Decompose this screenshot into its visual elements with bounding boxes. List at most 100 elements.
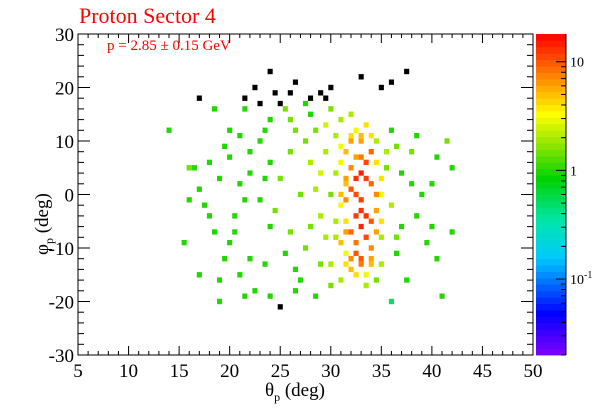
x-axis-label: θp (deg) [265,380,325,405]
colorbar-segment [536,239,566,247]
heatmap-cell [277,175,283,182]
heatmap-cell [368,218,374,224]
x-axis-subscript: p [274,389,281,404]
heatmap-cell [353,154,359,160]
heatmap-cell [217,298,223,305]
heatmap-cell [196,272,202,278]
y-tick-label: -10 [49,239,74,260]
colorbar-segment [536,220,566,227]
heatmap-cell [333,218,339,224]
colorbar-segment [536,111,566,118]
heatmap-cell [378,218,384,224]
heatmap-cell [303,245,309,251]
heatmap-cell [267,293,273,299]
heatmap-cell [247,149,253,155]
heatmap-cell [353,127,359,133]
colorbar-segment [536,342,566,349]
heatmap-cell [363,175,369,182]
colorbar-segment [536,233,566,240]
colorbar-segment [536,284,566,292]
heatmap-cell [323,122,329,128]
heatmap-cell [424,240,430,246]
heatmap-cell [242,293,248,299]
heatmap-cell [414,133,420,139]
colorbar-segment [536,194,566,202]
heatmap-cell [328,191,334,198]
heatmap-cell [358,170,364,176]
heatmap-cell [313,293,319,299]
heatmap-cell [262,127,268,133]
colorbar-segment [536,155,566,163]
colorbar-segment [536,335,566,343]
heatmap-cell [227,127,233,133]
heatmap-cell [353,240,359,246]
heatmap-cell [358,154,364,160]
heatmap-cell [348,138,354,144]
heatmap-cell [297,191,303,198]
heatmap-cell [287,229,293,235]
heatmap-cell [338,191,344,198]
heatmap-cell [363,159,369,165]
colorbar-segment [536,245,566,253]
heatmap-cell [313,186,319,192]
heatmap-cell [292,127,298,133]
heatmap-cell [409,181,415,187]
axis-ticks: 5 10 15 20 25 30 35 40 45 50 -30 -20 -10 0 10 20 30 [49,25,543,382]
y-axis-unit: (deg) [32,193,53,239]
heatmap-cell [358,74,364,80]
y-tick-label: 0 [65,186,75,207]
heatmap-cell [242,197,248,203]
colorbar-segment [536,316,566,324]
colorbar-segment [536,290,566,298]
heatmap-cell [388,79,394,85]
x-tick-label: 15 [170,361,189,382]
heatmap-cell [297,277,303,283]
heatmap-cell [404,68,410,75]
heatmap-cell [287,149,293,155]
heatmap-cell [363,282,369,289]
heatmap-cell [383,165,389,171]
heatmap-cell [348,165,354,171]
y-tick-label: -20 [49,293,74,314]
colorbar-segment [536,66,566,73]
heatmap-cell [186,197,192,203]
heatmap-cell [166,127,172,133]
heatmap-cell [378,191,384,198]
heatmap-cell [308,223,314,230]
heatmap-cell [328,84,334,91]
heatmap-cell [262,175,268,182]
heatmap-cell [217,277,223,283]
chart-title: Proton Sector 4 [79,3,216,28]
heatmap-cell [318,213,324,219]
heatmap-cell [348,133,354,139]
colorbar-segment [536,226,566,234]
heatmap-cell [368,133,374,139]
x-axis-unit: (deg) [280,380,325,401]
colorbar-segment [536,59,566,67]
heatmap-cell [308,111,314,117]
colorbar-segment [536,213,566,221]
heatmap-cell [353,272,359,278]
colorbar-tick-label: 10-1 [570,270,592,288]
colorbar-segment [536,207,566,215]
colorbar-segment [536,123,566,131]
heatmap-cell [378,234,384,240]
heatmap-cell [308,159,314,165]
heatmap-cell [343,197,349,203]
colorbar-segment [536,104,566,112]
colorbar-segment [536,181,566,189]
heatmap-cell [308,95,314,101]
heatmap-cell [358,256,364,262]
heatmap-cell [363,272,369,278]
heatmap-cell [323,95,329,101]
heatmap-cell [358,197,364,203]
heatmap-cell [348,256,354,262]
heatmap-cell [323,149,329,155]
heatmap-cell [242,106,248,112]
heatmap-cell [277,100,283,107]
colorbar-segment [536,277,566,285]
heatmap-cell [232,213,238,219]
heatmap-cell [388,202,394,208]
heatmap-cell [318,170,324,176]
heatmap-cell [267,116,273,123]
